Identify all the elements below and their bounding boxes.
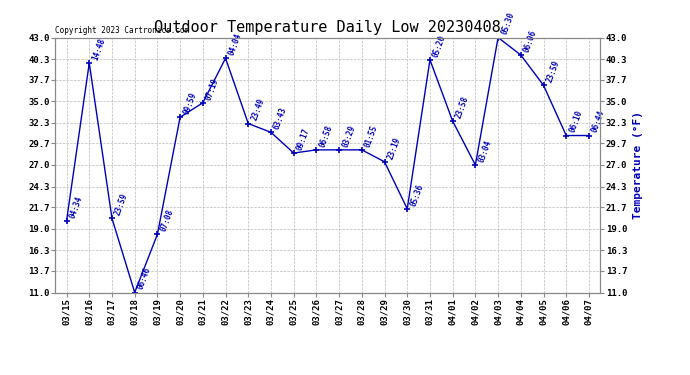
Title: Outdoor Temperature Daily Low 20230408: Outdoor Temperature Daily Low 20230408: [155, 20, 501, 35]
Text: 23:59: 23:59: [113, 192, 130, 217]
Text: 07:19: 07:19: [204, 76, 221, 102]
Text: 03:04: 03:04: [477, 139, 493, 164]
Text: 06:58: 06:58: [318, 124, 334, 148]
Text: 06:10: 06:10: [568, 110, 584, 134]
Text: 05:36: 05:36: [408, 183, 425, 207]
Text: 23:49: 23:49: [250, 98, 266, 122]
Text: 23:59: 23:59: [545, 59, 561, 84]
Text: 04:34: 04:34: [68, 195, 84, 219]
Text: 06:46: 06:46: [136, 266, 152, 291]
Text: 63:43: 63:43: [273, 106, 288, 131]
Text: 04:04: 04:04: [227, 32, 244, 57]
Text: 09:17: 09:17: [295, 127, 311, 152]
Text: 06:44: 06:44: [591, 110, 607, 134]
Text: 05:30: 05:30: [500, 11, 516, 36]
Text: 07:08: 07:08: [159, 208, 175, 233]
Text: 23:58: 23:58: [454, 95, 471, 120]
Text: 23:19: 23:19: [386, 136, 402, 160]
Text: 14:48: 14:48: [90, 37, 107, 62]
Text: 09:59: 09:59: [181, 91, 198, 116]
Y-axis label: Temperature (°F): Temperature (°F): [633, 111, 643, 219]
Text: 06:06: 06:06: [522, 29, 539, 54]
Text: Copyright 2023 Cartronics.com: Copyright 2023 Cartronics.com: [55, 26, 189, 35]
Text: 05:20: 05:20: [431, 34, 448, 58]
Text: 03:29: 03:29: [340, 124, 357, 148]
Text: 01:55: 01:55: [363, 124, 380, 148]
